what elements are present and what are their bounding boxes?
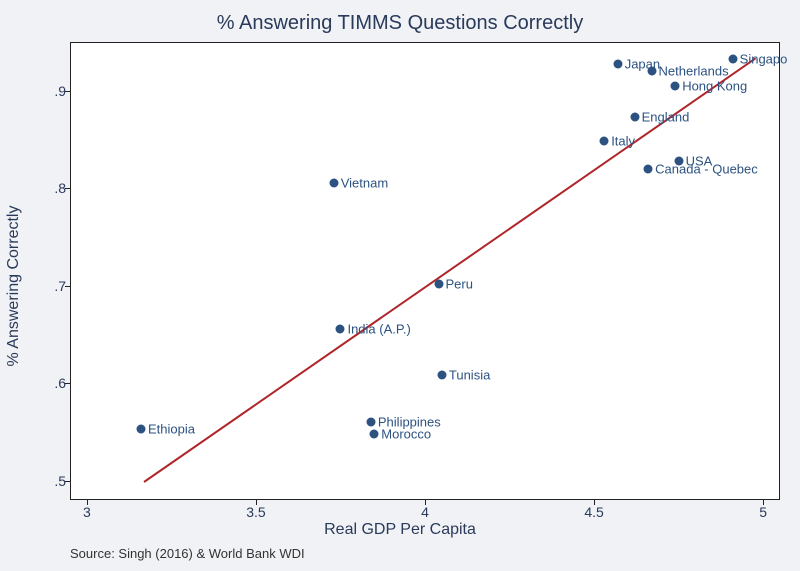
data-point xyxy=(644,164,653,173)
data-point-label: Ethiopia xyxy=(148,421,195,436)
data-point-label: England xyxy=(642,110,690,125)
data-point-label: Singapo xyxy=(740,51,788,66)
x-tick-label: 3 xyxy=(83,504,91,520)
data-point xyxy=(366,418,375,427)
x-axis-title: Real GDP Per Capita xyxy=(0,521,800,539)
data-point xyxy=(437,371,446,380)
y-tick-label: .5 xyxy=(54,473,66,489)
data-point-label: Netherlands xyxy=(659,64,729,79)
data-point xyxy=(434,279,443,288)
x-tick-label: 5 xyxy=(759,504,767,520)
data-point-label: USA xyxy=(686,153,713,168)
data-point xyxy=(336,325,345,334)
y-tick-label: .6 xyxy=(54,375,66,391)
x-tick-label: 3.5 xyxy=(246,504,265,520)
x-tick-label: 4 xyxy=(421,504,429,520)
data-point-label: Peru xyxy=(446,276,473,291)
data-point-label: Hong Kong xyxy=(682,78,747,93)
data-point xyxy=(329,179,338,188)
y-axis-title: % Answering Correctly xyxy=(5,205,23,366)
scatter-chart: % Answering TIMMS Questions Correctly % … xyxy=(0,0,800,571)
data-point xyxy=(600,137,609,146)
data-point-label: Vietnam xyxy=(341,176,388,191)
data-point-label: India (A.P.) xyxy=(347,322,410,337)
y-tick-label: .7 xyxy=(54,278,66,294)
data-point xyxy=(647,67,656,76)
data-point xyxy=(728,54,737,63)
y-tick-label: .8 xyxy=(54,180,66,196)
data-point-label: Italy xyxy=(611,134,635,149)
data-point xyxy=(370,429,379,438)
chart-title: % Answering TIMMS Questions Correctly xyxy=(0,12,800,35)
data-point xyxy=(613,60,622,69)
data-point-label: Tunisia xyxy=(449,368,490,383)
data-point xyxy=(674,156,683,165)
data-point xyxy=(630,113,639,122)
chart-source: Source: Singh (2016) & World Bank WDI xyxy=(70,546,305,561)
x-tick-label: 4.5 xyxy=(584,504,603,520)
data-point xyxy=(137,424,146,433)
data-point-label: Morocco xyxy=(381,426,431,441)
y-tick-label: .9 xyxy=(54,83,66,99)
data-point xyxy=(671,81,680,90)
